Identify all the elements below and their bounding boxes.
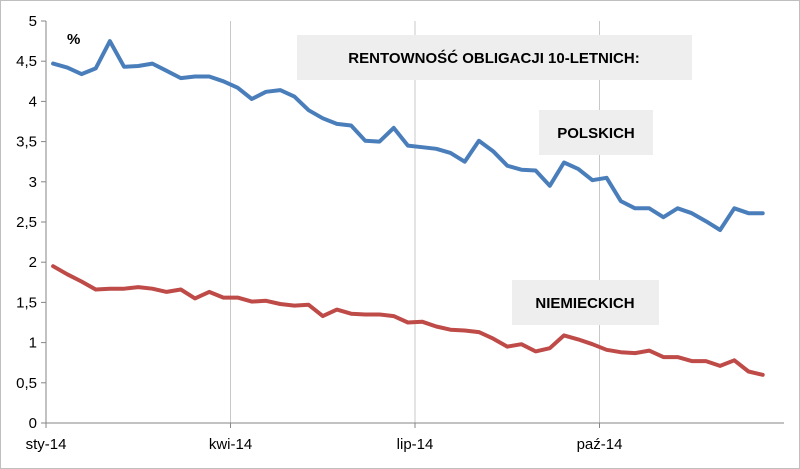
y-tick-label: 1 (29, 335, 37, 352)
y-tick-label: 0 (29, 415, 37, 432)
axes (41, 20, 784, 428)
series-label-polskich-text: POLSKICH (557, 125, 635, 142)
series-line-polskich (51, 39, 765, 232)
series-label-niemieckich-text: NIEMIECKICH (535, 295, 634, 312)
y-tick-label: 2,5 (16, 214, 37, 231)
series-line-niemieckich (51, 264, 765, 377)
x-tick-label: sty-14 (26, 436, 67, 453)
x-tick-label: paź-14 (577, 436, 623, 453)
y-tick-label: 3 (29, 174, 37, 191)
x-tick-label: kwi-14 (209, 436, 252, 453)
y-tick-label: 5 (29, 13, 37, 30)
chart-title: RENTOWNOŚĆ OBLIGACJI 10-LETNICH: (348, 49, 639, 67)
y-tick-label: 4 (29, 93, 37, 110)
series-label-niemieckich: NIEMIECKICH (512, 280, 659, 325)
y-tick-label: 2 (29, 254, 37, 271)
gridlines (230, 21, 600, 423)
x-tick-labels: sty-14 kwi-14 lip-14 paź-14 (26, 436, 623, 453)
y-tick-label: 0,5 (16, 375, 37, 392)
y-tick-label: 4,5 (16, 53, 37, 70)
series-lines (51, 39, 765, 377)
y-unit-label: % (67, 31, 80, 48)
series-label-polskich: POLSKICH (539, 110, 653, 155)
title-box: RENTOWNOŚĆ OBLIGACJI 10-LETNICH: (297, 35, 692, 80)
y-tick-label: 3,5 (16, 134, 37, 151)
y-tick-label: 1,5 (16, 294, 37, 311)
x-tick-label: lip-14 (397, 436, 434, 453)
y-tick-labels: 0 0,5 1 1,5 2 2,5 3 3,5 4 4,5 5 (16, 13, 37, 432)
